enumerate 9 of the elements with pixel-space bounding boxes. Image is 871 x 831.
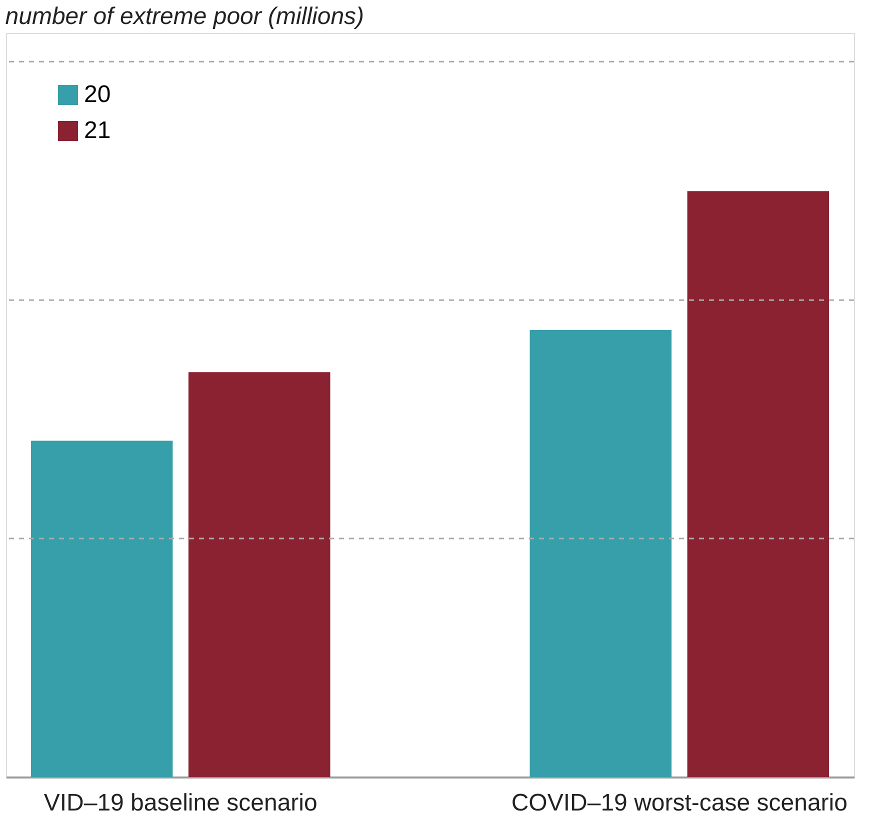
bar	[30, 440, 173, 777]
x-tick-label: COVID–19 worst-case scenario	[511, 790, 848, 816]
legend-label: 20	[84, 81, 111, 108]
bar	[530, 330, 672, 777]
x-tick-label: VID–19 baseline scenario	[44, 790, 318, 816]
chart-title: number of extreme poor (millions)	[5, 3, 364, 30]
legend-label: 21	[84, 117, 111, 144]
bar	[687, 191, 830, 777]
bar	[188, 372, 330, 777]
